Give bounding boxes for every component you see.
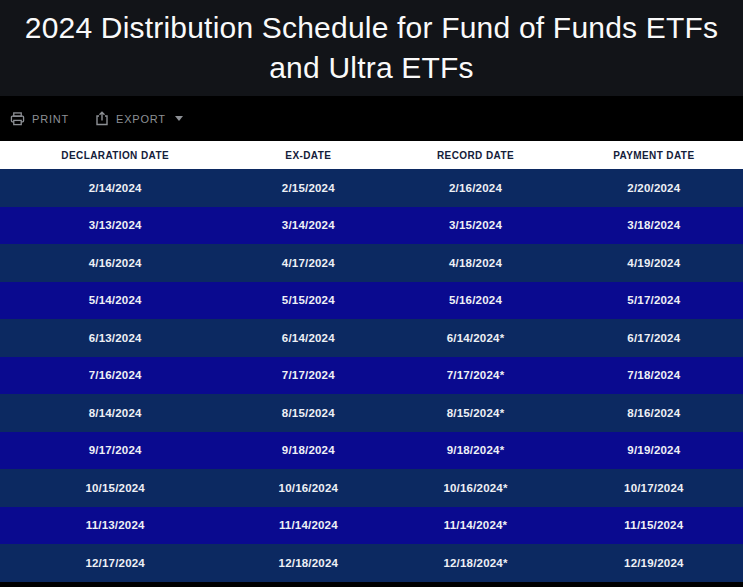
export-label: EXPORT: [116, 113, 166, 125]
table-row: 12/17/202412/18/202412/18/2024*12/19/202…: [0, 544, 743, 582]
page-title: 2024 Distribution Schedule for Fund of F…: [8, 8, 735, 88]
cell-record-date: 10/16/2024*: [386, 482, 564, 494]
cell-payment-date: 2/20/2024: [565, 182, 743, 194]
cell-ex-date: 4/17/2024: [230, 257, 386, 269]
cell-record-date: 7/17/2024*: [386, 369, 564, 381]
cell-ex-date: 2/15/2024: [230, 182, 386, 194]
cell-record-date: 6/14/2024*: [386, 332, 564, 344]
cell-record-date: 12/18/2024*: [386, 557, 564, 569]
cell-ex-date: 8/15/2024: [230, 407, 386, 419]
column-header-ex-date: EX-DATE: [230, 150, 386, 161]
cell-ex-date: 10/16/2024: [230, 482, 386, 494]
toolbar: PRINT EXPORT: [0, 96, 743, 141]
cell-ex-date: 9/18/2024: [230, 444, 386, 456]
table-row: 10/15/202410/16/202410/16/2024*10/17/202…: [0, 469, 743, 507]
cell-declaration-date: 4/16/2024: [0, 257, 230, 269]
table-row: 8/14/20248/15/20248/15/2024*8/16/2024: [0, 394, 743, 432]
cell-payment-date: 4/19/2024: [565, 257, 743, 269]
page: 2024 Distribution Schedule for Fund of F…: [0, 0, 743, 587]
cell-payment-date: 3/18/2024: [565, 219, 743, 231]
cell-payment-date: 6/17/2024: [565, 332, 743, 344]
cell-declaration-date: 5/14/2024: [0, 294, 230, 306]
cell-record-date: 9/18/2024*: [386, 444, 564, 456]
cell-declaration-date: 8/14/2024: [0, 407, 230, 419]
cell-payment-date: 10/17/2024: [565, 482, 743, 494]
cell-record-date: 2/16/2024: [386, 182, 564, 194]
export-button[interactable]: EXPORT: [95, 111, 183, 126]
cell-declaration-date: 12/17/2024: [0, 557, 230, 569]
cell-ex-date: 3/14/2024: [230, 219, 386, 231]
cell-payment-date: 5/17/2024: [565, 294, 743, 306]
cell-declaration-date: 2/14/2024: [0, 182, 230, 194]
cell-declaration-date: 9/17/2024: [0, 444, 230, 456]
table-row: 5/14/20245/15/20245/16/20245/17/2024: [0, 282, 743, 320]
cell-declaration-date: 6/13/2024: [0, 332, 230, 344]
cell-ex-date: 6/14/2024: [230, 332, 386, 344]
column-header-record-date: RECORD DATE: [386, 150, 564, 161]
printer-icon: [10, 112, 25, 126]
caret-down-icon: [175, 116, 183, 121]
table-row: 9/17/20249/18/20249/18/2024*9/19/2024: [0, 432, 743, 470]
cell-record-date: 11/14/2024*: [386, 519, 564, 531]
column-header-payment-date: PAYMENT DATE: [565, 150, 743, 161]
table-body: 2/14/20242/15/20242/16/20242/20/20243/13…: [0, 169, 743, 582]
cell-record-date: 5/16/2024: [386, 294, 564, 306]
cell-payment-date: 7/18/2024: [565, 369, 743, 381]
cell-declaration-date: 3/13/2024: [0, 219, 230, 231]
title-banner: 2024 Distribution Schedule for Fund of F…: [0, 0, 743, 96]
cell-ex-date: 7/17/2024: [230, 369, 386, 381]
table-row: 4/16/20244/17/20244/18/20244/19/2024: [0, 244, 743, 282]
table-row: 3/13/20243/14/20243/15/20243/18/2024: [0, 207, 743, 245]
distribution-schedule-table: DECLARATION DATE EX-DATE RECORD DATE PAY…: [0, 141, 743, 582]
cell-record-date: 8/15/2024*: [386, 407, 564, 419]
cell-ex-date: 12/18/2024: [230, 557, 386, 569]
print-button[interactable]: PRINT: [10, 112, 69, 126]
cell-record-date: 4/18/2024: [386, 257, 564, 269]
table-row: 11/13/202411/14/202411/14/2024*11/15/202…: [0, 507, 743, 545]
cell-ex-date: 11/14/2024: [230, 519, 386, 531]
cell-ex-date: 5/15/2024: [230, 294, 386, 306]
table-row: 7/16/20247/17/20247/17/2024*7/18/2024: [0, 357, 743, 395]
cell-declaration-date: 11/13/2024: [0, 519, 230, 531]
table-row: 2/14/20242/15/20242/16/20242/20/2024: [0, 169, 743, 207]
print-label: PRINT: [32, 113, 69, 125]
cell-payment-date: 11/15/2024: [565, 519, 743, 531]
share-up-icon: [95, 111, 109, 126]
cell-declaration-date: 10/15/2024: [0, 482, 230, 494]
cell-payment-date: 8/16/2024: [565, 407, 743, 419]
cell-declaration-date: 7/16/2024: [0, 369, 230, 381]
column-header-declaration-date: DECLARATION DATE: [0, 150, 230, 161]
cell-payment-date: 9/19/2024: [565, 444, 743, 456]
cell-record-date: 3/15/2024: [386, 219, 564, 231]
table-header-row: DECLARATION DATE EX-DATE RECORD DATE PAY…: [0, 141, 743, 169]
table-row: 6/13/20246/14/20246/14/2024*6/17/2024: [0, 319, 743, 357]
cell-payment-date: 12/19/2024: [565, 557, 743, 569]
